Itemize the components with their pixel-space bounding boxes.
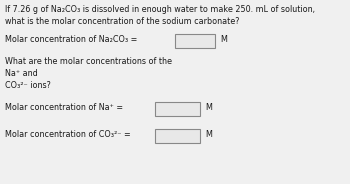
Text: What are the molar concentrations of the: What are the molar concentrations of the: [5, 57, 172, 66]
Text: M: M: [205, 130, 212, 139]
FancyBboxPatch shape: [175, 34, 215, 48]
FancyBboxPatch shape: [155, 129, 200, 143]
Text: Na⁺ and: Na⁺ and: [5, 69, 38, 78]
Text: If 7.26 g of Na₂CO₃ is dissolved in enough water to make 250. mL of solution,: If 7.26 g of Na₂CO₃ is dissolved in enou…: [5, 5, 315, 14]
Text: Molar concentration of Na₂CO₃ =: Molar concentration of Na₂CO₃ =: [5, 35, 137, 44]
Text: Molar concentration of CO₃²⁻ =: Molar concentration of CO₃²⁻ =: [5, 130, 131, 139]
Text: what is the molar concentration of the sodium carbonate?: what is the molar concentration of the s…: [5, 17, 239, 26]
Text: CO₃²⁻ ions?: CO₃²⁻ ions?: [5, 81, 51, 90]
FancyBboxPatch shape: [155, 102, 200, 116]
Text: M: M: [220, 35, 227, 44]
Text: Molar concentration of Na⁺ =: Molar concentration of Na⁺ =: [5, 103, 123, 112]
Text: M: M: [205, 103, 212, 112]
